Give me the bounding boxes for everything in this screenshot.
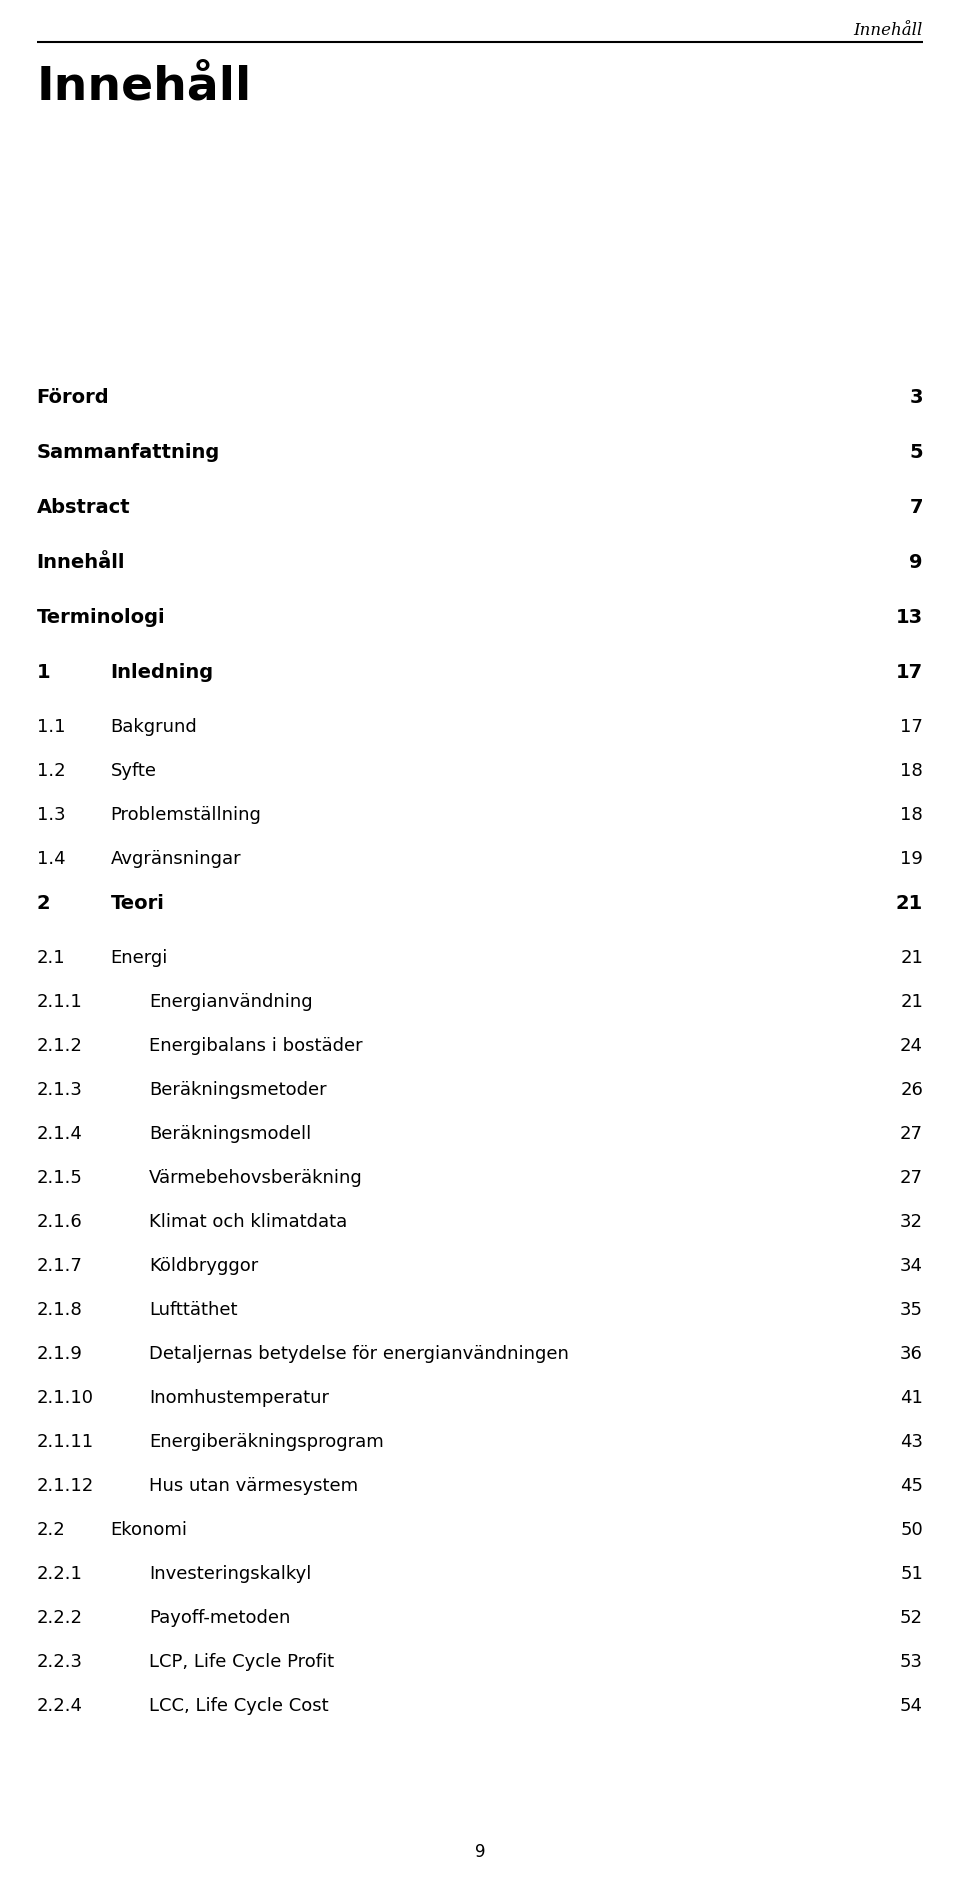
Text: Syfte: Syfte: [110, 761, 156, 780]
Text: Klimat och klimatdata: Klimat och klimatdata: [149, 1213, 348, 1230]
Text: LCP, Life Cycle Profit: LCP, Life Cycle Profit: [149, 1652, 334, 1671]
Text: Beräkningsmodell: Beräkningsmodell: [149, 1125, 311, 1144]
Text: Terminologi: Terminologi: [36, 609, 165, 627]
Text: 1.1: 1.1: [37, 718, 65, 737]
Text: 3: 3: [909, 388, 923, 407]
Text: 19: 19: [900, 850, 923, 869]
Text: Innehåll: Innehåll: [36, 554, 125, 573]
Text: 2.1.3: 2.1.3: [37, 1081, 83, 1098]
Text: Beräkningsmetoder: Beräkningsmetoder: [149, 1081, 326, 1098]
Text: 41: 41: [900, 1389, 923, 1407]
Text: 2.1: 2.1: [37, 950, 65, 966]
Text: Energibalans i bostäder: Energibalans i bostäder: [149, 1036, 363, 1055]
Text: Innehåll: Innehåll: [853, 23, 923, 40]
Text: 2.1.8: 2.1.8: [37, 1302, 83, 1319]
Text: 21: 21: [900, 993, 923, 1012]
Text: 32: 32: [900, 1213, 923, 1230]
Text: Ekonomi: Ekonomi: [110, 1520, 187, 1539]
Text: Hus utan värmesystem: Hus utan värmesystem: [149, 1477, 358, 1496]
Text: 17: 17: [896, 663, 923, 682]
Text: 1.2: 1.2: [37, 761, 65, 780]
Text: 2.1.2: 2.1.2: [37, 1036, 83, 1055]
Text: 2.1.12: 2.1.12: [37, 1477, 94, 1496]
Text: 9: 9: [475, 1843, 485, 1861]
Text: 36: 36: [900, 1345, 923, 1362]
Text: 53: 53: [900, 1652, 923, 1671]
Text: Avgränsningar: Avgränsningar: [110, 850, 241, 869]
Text: 2: 2: [37, 895, 51, 914]
Text: Energi: Energi: [110, 950, 168, 966]
Text: Inledning: Inledning: [110, 663, 213, 682]
Text: Payoff-metoden: Payoff-metoden: [149, 1609, 290, 1628]
Text: Förord: Förord: [36, 388, 109, 407]
Text: 2.2: 2.2: [37, 1520, 65, 1539]
Text: 2.1.4: 2.1.4: [37, 1125, 83, 1144]
Text: Inomhustemperatur: Inomhustemperatur: [149, 1389, 328, 1407]
Text: 45: 45: [900, 1477, 923, 1496]
Text: 2.1.9: 2.1.9: [37, 1345, 83, 1362]
Text: 13: 13: [896, 609, 923, 627]
Text: Lufttäthet: Lufttäthet: [149, 1302, 237, 1319]
Text: 2.2.2: 2.2.2: [37, 1609, 83, 1628]
Text: 2.2.4: 2.2.4: [37, 1697, 83, 1714]
Text: 1: 1: [37, 663, 51, 682]
Text: 9: 9: [909, 554, 923, 573]
Text: 35: 35: [900, 1302, 923, 1319]
Text: 2.1.7: 2.1.7: [37, 1257, 83, 1275]
Text: Energiberäkningsprogram: Energiberäkningsprogram: [149, 1434, 384, 1451]
Text: 17: 17: [900, 718, 923, 737]
Text: Sammanfattning: Sammanfattning: [36, 443, 220, 462]
Text: 21: 21: [900, 950, 923, 966]
Text: LCC, Life Cycle Cost: LCC, Life Cycle Cost: [149, 1697, 328, 1714]
Text: Investeringskalkyl: Investeringskalkyl: [149, 1566, 311, 1583]
Text: Bakgrund: Bakgrund: [110, 718, 197, 737]
Text: Energianvändning: Energianvändning: [149, 993, 312, 1012]
Text: 52: 52: [900, 1609, 923, 1628]
Text: 5: 5: [909, 443, 923, 462]
Text: Abstract: Abstract: [36, 497, 131, 516]
Text: 54: 54: [900, 1697, 923, 1714]
Text: 1.4: 1.4: [37, 850, 65, 869]
Text: 2.1.6: 2.1.6: [37, 1213, 83, 1230]
Text: 2.1.5: 2.1.5: [37, 1168, 83, 1187]
Text: Detaljernas betydelse för energianvändningen: Detaljernas betydelse för energianvändni…: [149, 1345, 568, 1362]
Text: 18: 18: [900, 806, 923, 823]
Text: 2.1.11: 2.1.11: [37, 1434, 94, 1451]
Text: Köldbryggor: Köldbryggor: [149, 1257, 258, 1275]
Text: 18: 18: [900, 761, 923, 780]
Text: 50: 50: [900, 1520, 923, 1539]
Text: Värmebehovsberäkning: Värmebehovsberäkning: [149, 1168, 363, 1187]
Text: 2.2.3: 2.2.3: [37, 1652, 83, 1671]
Text: 7: 7: [909, 497, 923, 516]
Text: 2.1.10: 2.1.10: [37, 1389, 94, 1407]
Text: 43: 43: [900, 1434, 923, 1451]
Text: 27: 27: [900, 1125, 923, 1144]
Text: 24: 24: [900, 1036, 923, 1055]
Text: 51: 51: [900, 1566, 923, 1583]
Text: 1.3: 1.3: [37, 806, 65, 823]
Text: Teori: Teori: [110, 895, 164, 914]
Text: 34: 34: [900, 1257, 923, 1275]
Text: Problemställning: Problemställning: [110, 806, 261, 823]
Text: 21: 21: [896, 895, 923, 914]
Text: Innehåll: Innehåll: [37, 66, 252, 109]
Text: 2.1.1: 2.1.1: [37, 993, 83, 1012]
Text: 26: 26: [900, 1081, 923, 1098]
Text: 2.2.1: 2.2.1: [37, 1566, 83, 1583]
Text: 27: 27: [900, 1168, 923, 1187]
